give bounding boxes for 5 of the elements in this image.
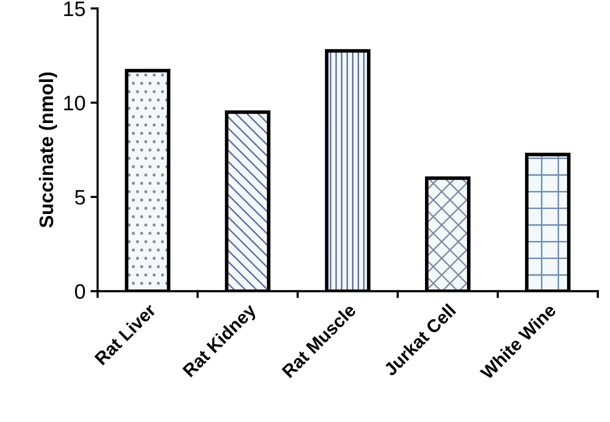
y-axis-title: Succinate (nmol) [38,72,58,228]
y-tick-label: 10 [64,96,85,110]
y-tick-label: 0 [75,284,85,299]
y-tick-label: 15 [64,2,85,16]
y-tick-label: 5 [75,190,85,205]
